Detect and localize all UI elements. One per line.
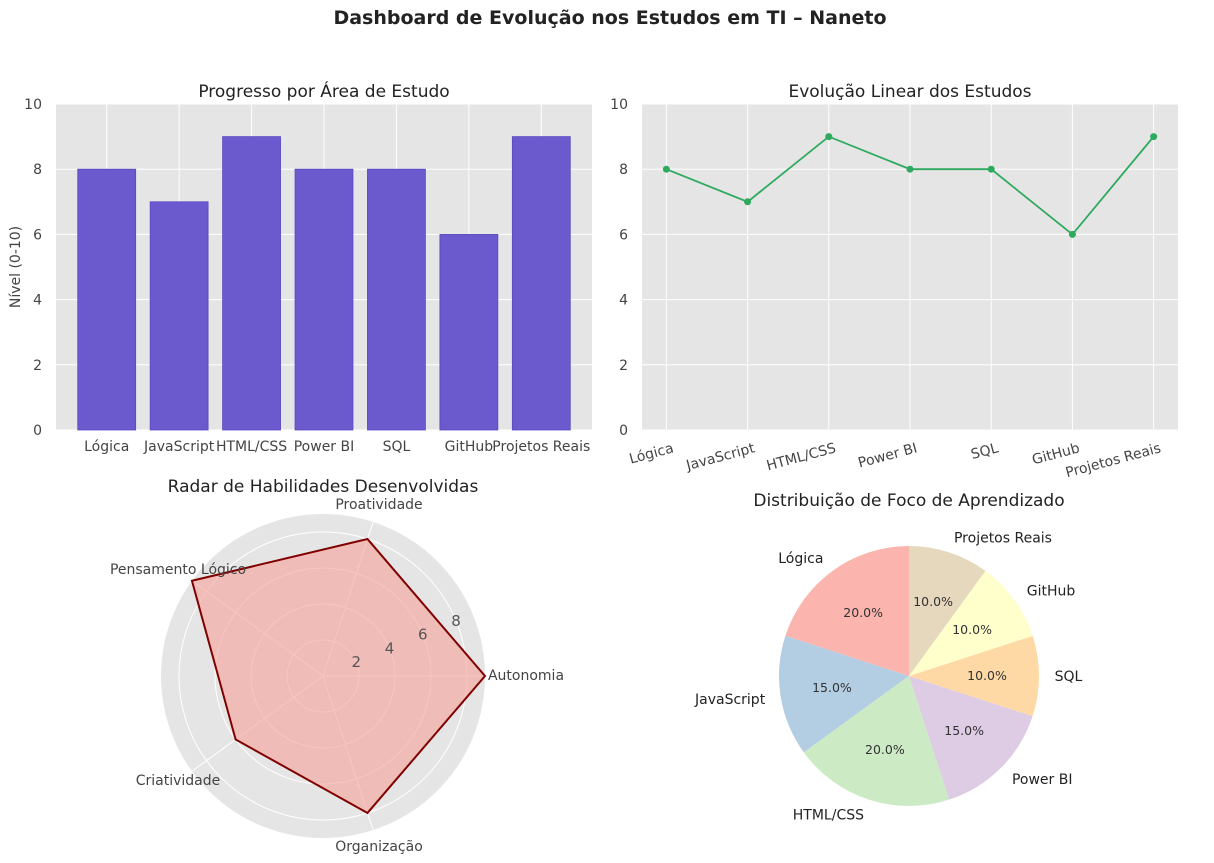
x-tick-label: JavaScript [143, 439, 215, 455]
pie-slice-3 [909, 676, 1033, 800]
radar-axis-label: Organização [335, 839, 423, 855]
pie-label: HTML/CSS [793, 807, 864, 823]
x-tick-label: Lógica [84, 439, 129, 455]
y-tick-label: 2 [619, 358, 628, 374]
radar-axis-label: Proatividade [335, 497, 422, 513]
radar-chart: 2 4 6 8 Autonomia Proatividade Pensamento Lógi… [110, 477, 564, 855]
pie-percent-label: 10.0% [967, 668, 1007, 683]
y-tick-label: 0 [619, 423, 628, 439]
y-axis-label: Nível (0-10) [8, 226, 24, 308]
pie-label: SQL [1055, 669, 1083, 685]
y-tick-label: 10 [24, 97, 42, 113]
y-tick-label: 0 [33, 423, 42, 439]
pie-label: Projetos Reais [954, 531, 1052, 547]
y-tick-label: 6 [33, 227, 42, 243]
pie-slice-6 [909, 546, 986, 676]
radar-tick-label: 8 [451, 612, 461, 630]
bar-5 [439, 233, 499, 431]
pie-percent-label: 20.0% [865, 742, 905, 757]
x-tick-label: Power BI [856, 440, 919, 471]
pie-slice-2 [803, 676, 950, 806]
pie-label: GitHub [1027, 583, 1076, 599]
x-tick-label: JavaScript [684, 440, 757, 474]
pie-label: JavaScript [694, 692, 766, 708]
x-tick-label: GitHub [445, 439, 494, 455]
chart-title: Progresso por Área de Estudo [198, 80, 449, 102]
pie-percent-label: 15.0% [812, 680, 852, 695]
bar-3 [294, 168, 354, 431]
pie-slice-1 [779, 635, 909, 753]
point-3 [906, 165, 914, 173]
point-1 [744, 198, 752, 206]
pie-slice-4 [909, 635, 1039, 717]
pie-label: Power BI [1012, 772, 1073, 788]
x-tick-label: SQL [969, 440, 1000, 463]
radar-tick-label: 2 [351, 653, 361, 671]
chart-title: Evolução Linear dos Estudos [788, 82, 1031, 102]
point-5 [1068, 230, 1076, 238]
chart-title: Distribuição de Foco de Aprendizado [753, 491, 1064, 511]
pie-label: Lógica [778, 551, 823, 567]
figure-title: Dashboard de Evolução nos Estudos em TI … [333, 7, 886, 29]
pie-percent-label: 10.0% [913, 594, 953, 609]
y-tick-label: 8 [619, 162, 628, 178]
pie-percent-label: 15.0% [944, 723, 984, 738]
radar-axis-label: Autonomia [488, 668, 564, 684]
pie-percent-label: 20.0% [843, 605, 883, 620]
pie-slice-0 [785, 546, 909, 676]
bar-chart: 0 2 4 6 8 10 Lógica JavaScript HTML/CSS Power BI S… [8, 80, 592, 455]
line-chart: 0 2 4 6 8 10 Lógica JavaScript HTML/CSS Power BI S… [610, 82, 1178, 481]
y-tick-label: 6 [619, 227, 628, 243]
point-4 [987, 165, 995, 173]
bar-1 [149, 201, 209, 431]
bar-4 [367, 168, 426, 431]
point-0 [662, 165, 670, 173]
pie-chart: Lógica 20.0% JavaScript 15.0% HTML/CSS 20.0% P… [694, 491, 1083, 823]
point-6 [1150, 133, 1158, 141]
x-tick-label: SQL [383, 439, 411, 455]
x-tick-label: HTML/CSS [216, 439, 287, 455]
x-tick-label: Power BI [294, 439, 355, 455]
bar-6 [511, 136, 571, 431]
y-tick-label: 4 [33, 293, 42, 309]
radar-axis-label: Criatividade [136, 773, 221, 789]
radar-area [190, 537, 487, 815]
chart-title: Radar de Habilidades Desenvolvidas [168, 477, 479, 497]
x-tick-label: HTML/CSS [765, 440, 838, 474]
y-tick-label: 4 [619, 293, 628, 309]
y-tick-label: 8 [33, 162, 42, 178]
bar-2 [222, 136, 281, 431]
pie-slice-5 [909, 570, 1033, 676]
radar-tick-label: 6 [418, 626, 428, 644]
x-tick-label: Lógica [628, 440, 676, 467]
point-2 [825, 133, 833, 141]
bar-0 [77, 168, 137, 431]
x-tick-label: Projetos Reais [492, 439, 590, 455]
radar-axis-label: Pensamento Lógico [110, 562, 246, 578]
y-tick-label: 2 [33, 358, 42, 374]
pie-percent-label: 10.0% [952, 622, 992, 637]
y-tick-label: 10 [610, 97, 628, 113]
radar-tick-label: 4 [385, 639, 395, 657]
